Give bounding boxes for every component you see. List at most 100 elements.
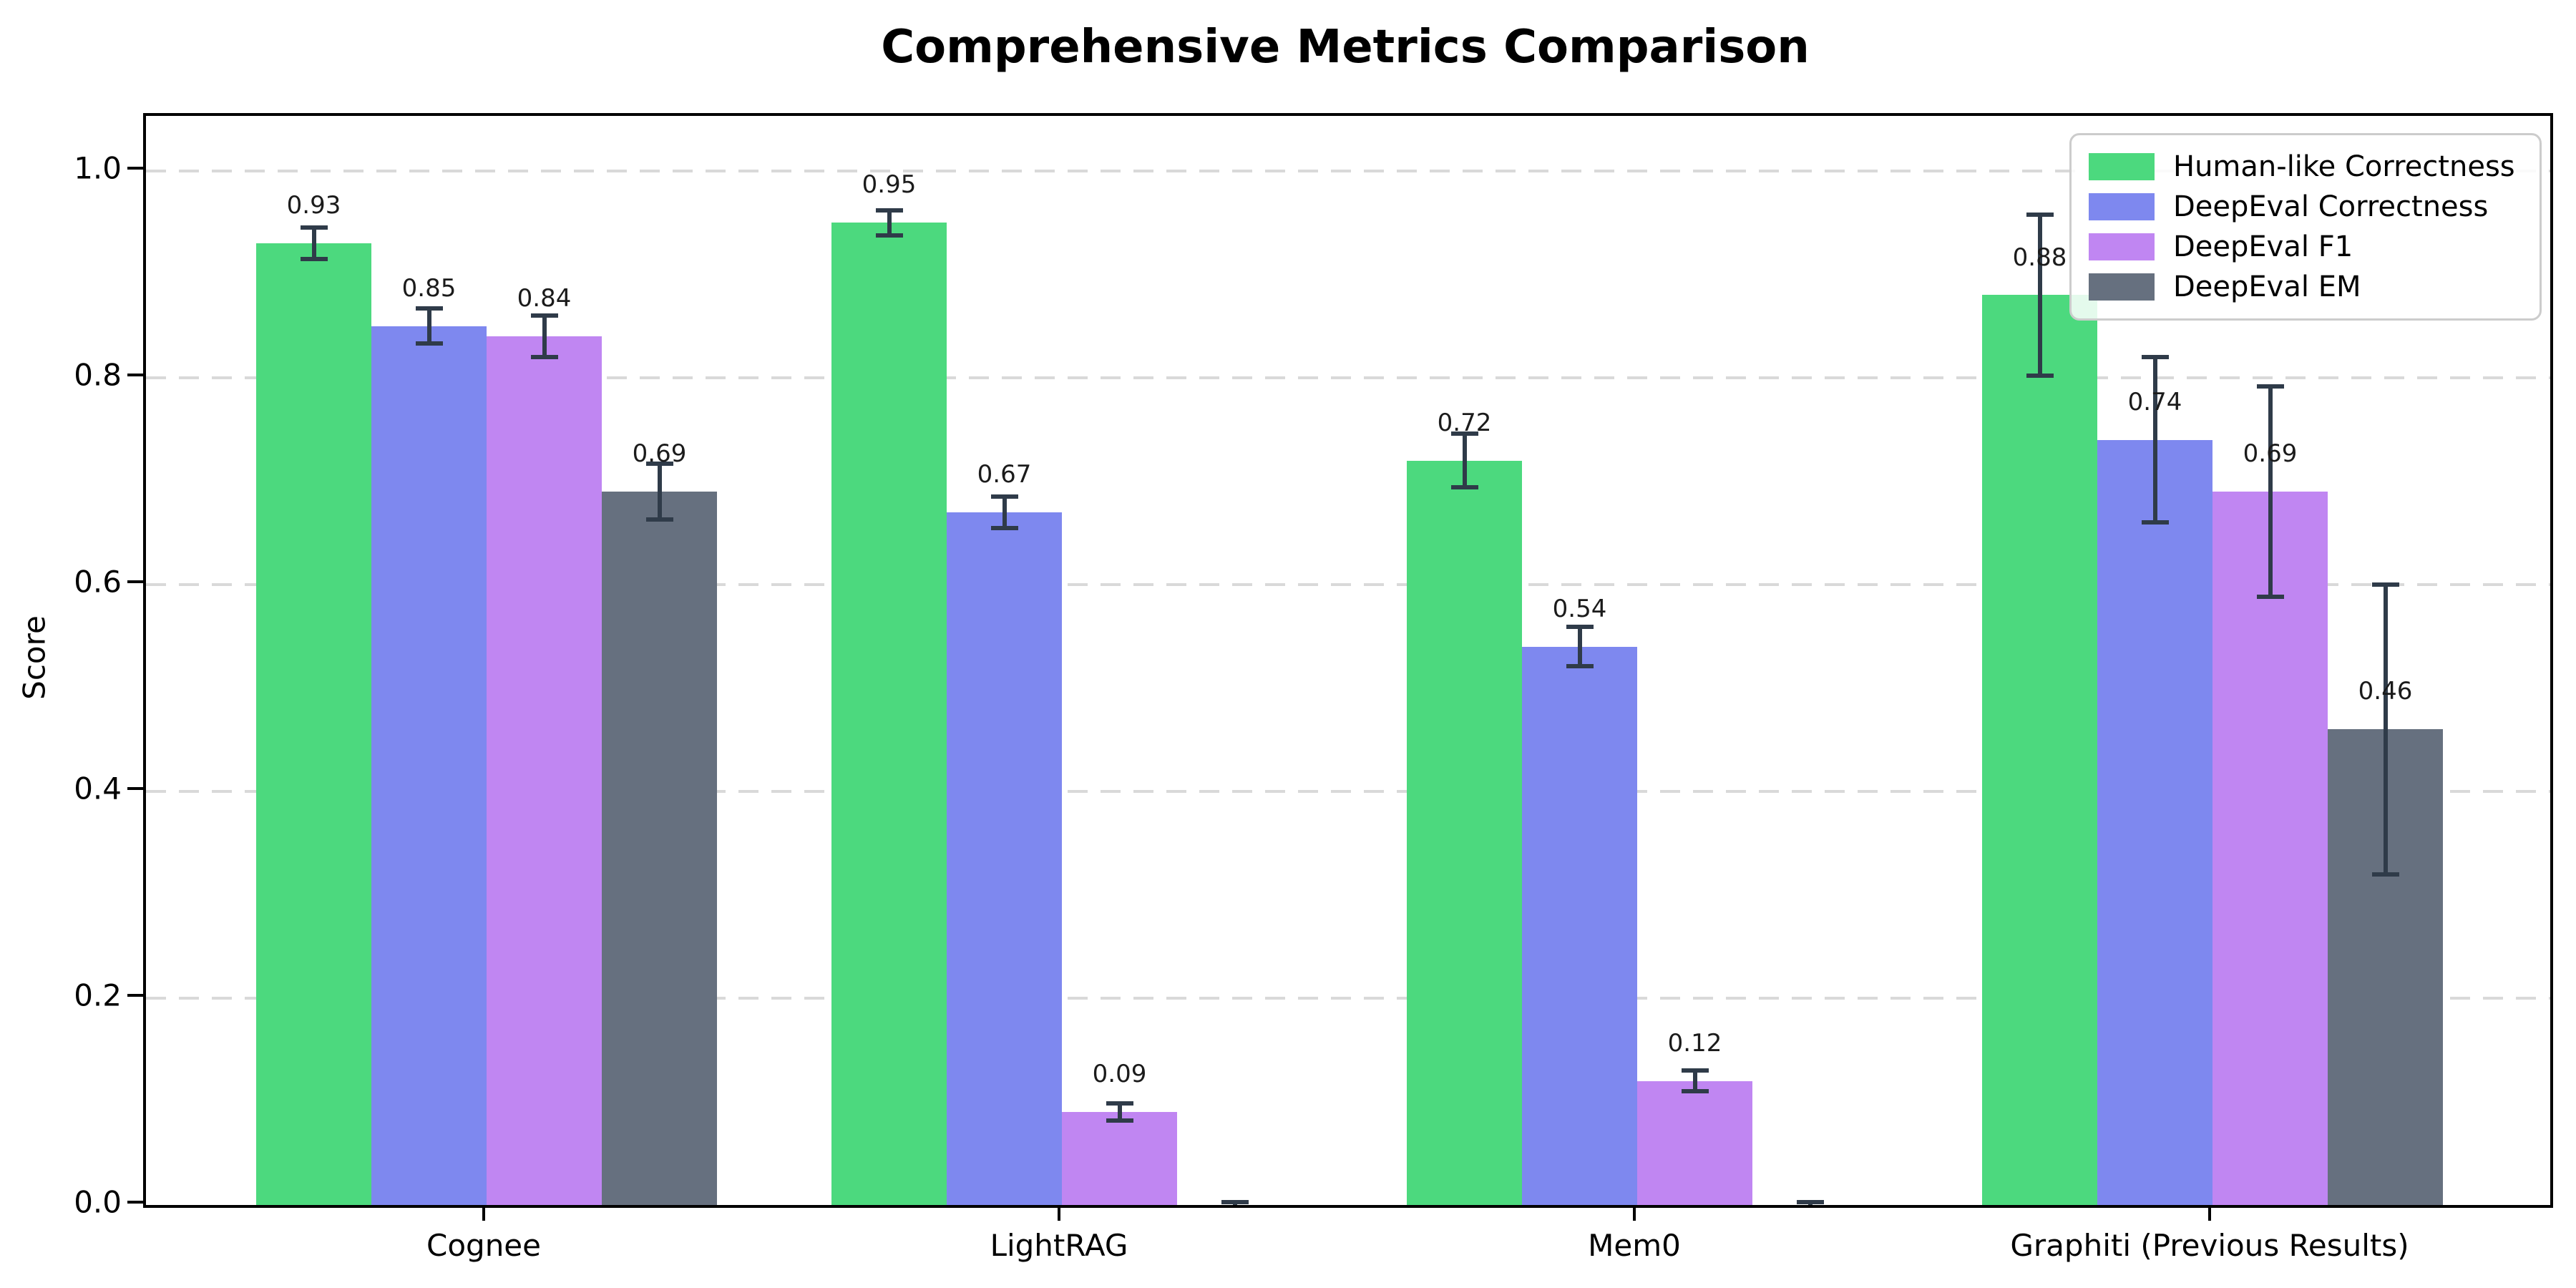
bar-value-label: 0.93 <box>286 191 341 220</box>
error-bar-cognee-deepeval-em <box>657 463 662 519</box>
error-bar-mem0-deepeval-f1 <box>1692 1070 1697 1092</box>
bar-value-label: 0.69 <box>632 439 687 469</box>
bar-cognee-deepeval-correctness <box>371 326 487 1205</box>
error-bar-cap <box>530 355 558 360</box>
legend-swatch-icon <box>2089 193 2155 220</box>
error-bar-graphiti-previous-results-deepeval-em <box>2383 585 2388 874</box>
bar-value-label: 0.88 <box>2012 243 2067 272</box>
error-bar-lightrag-deepeval-correctness <box>1002 497 1007 528</box>
x-tick-cognee <box>482 1205 485 1221</box>
bar-cognee-deepeval-f1 <box>487 336 602 1205</box>
x-tick-lightrag <box>1058 1205 1060 1221</box>
x-tick-label-cognee: Cognee <box>426 1228 541 1263</box>
error-bar-cognee-deepeval-f1 <box>542 316 547 358</box>
error-bar-cap <box>1796 1199 1824 1204</box>
bar-graphiti-previous-results-human-like-correctness <box>1982 295 2097 1205</box>
bar-graphiti-previous-results-deepeval-f1 <box>2212 491 2328 1205</box>
error-bar-cap <box>990 525 1018 530</box>
legend: Human-like Correctness DeepEval Correctne… <box>2069 133 2542 321</box>
bar-value-label: 0.09 <box>1092 1060 1147 1089</box>
error-bar-graphiti-previous-results-deepeval-f1 <box>2268 386 2273 597</box>
y-tick-0.8 <box>127 374 143 376</box>
bar-value-label: 0.46 <box>2358 677 2413 706</box>
bar-cognee-deepeval-em <box>602 491 717 1205</box>
y-axis-label: Score <box>16 615 52 700</box>
error-bar-cap <box>300 256 328 261</box>
y-tick-0.2 <box>127 994 143 997</box>
error-bar-mem0-human-like-correctness <box>1462 434 1467 488</box>
bar-mem0-deepeval-correctness <box>1522 646 1637 1205</box>
legend-swatch-icon <box>2089 153 2155 180</box>
error-bar-cap <box>1221 1199 1249 1204</box>
gridline-1.0 <box>146 170 2550 172</box>
error-bar-cap <box>1681 1068 1709 1073</box>
legend-item-deepeval-f1: DeepEval F1 <box>2089 227 2522 267</box>
bar-lightrag-human-like-correctness <box>831 223 947 1205</box>
legend-swatch-icon <box>2089 233 2155 260</box>
bar-graphiti-previous-results-deepeval-correctness <box>2097 439 2212 1205</box>
error-bar-lightrag-human-like-correctness <box>887 210 892 235</box>
y-tick-label: 0.6 <box>74 564 122 600</box>
y-tick-label: 0.0 <box>74 1184 122 1220</box>
legend-item-deepeval-correctness: DeepEval Correctness <box>2089 187 2522 227</box>
legend-item-human-like-correctness: Human-like Correctness <box>2089 147 2522 187</box>
error-bar-cap <box>875 208 903 213</box>
bar-value-label: 0.84 <box>517 284 572 313</box>
error-bar-cap <box>2256 595 2284 600</box>
bar-value-label: 0.85 <box>401 273 457 303</box>
legend-label: Human-like Correctness <box>2173 150 2515 183</box>
legend-label: DeepEval EM <box>2173 270 2361 303</box>
gridline-0.2 <box>146 997 2550 1000</box>
bar-mem0-human-like-correctness <box>1407 460 1522 1205</box>
bar-value-label: 0.69 <box>2243 439 2298 469</box>
x-tick-mem0 <box>1633 1205 1636 1221</box>
legend-swatch-icon <box>2089 273 2155 301</box>
bar-lightrag-deepeval-f1 <box>1062 1111 1177 1205</box>
error-bar-cap <box>1221 1206 1249 1208</box>
error-bar-cap <box>1681 1089 1709 1094</box>
error-bar-cap <box>1106 1118 1133 1123</box>
error-bar-graphiti-previous-results-deepeval-correctness <box>2152 357 2157 523</box>
error-bar-cognee-deepeval-correctness <box>426 308 431 344</box>
bar-value-label: 0.12 <box>1667 1028 1722 1058</box>
error-bar-cap <box>2026 374 2054 379</box>
bar-value-label: 0.74 <box>2127 387 2182 416</box>
error-bar-cap <box>875 233 903 238</box>
x-tick-label-lightrag: LightRAG <box>990 1228 1128 1263</box>
y-tick-0.6 <box>127 580 143 583</box>
bar-cognee-human-like-correctness <box>256 243 371 1205</box>
gridline-0.4 <box>146 790 2550 793</box>
y-tick-0.0 <box>127 1201 143 1204</box>
x-tick-graphiti-previous-results <box>2208 1205 2211 1221</box>
error-bar-cap <box>2256 384 2284 389</box>
bar-value-label: 0.95 <box>862 170 917 200</box>
legend-label: DeepEval F1 <box>2173 230 2353 263</box>
legend-label: DeepEval Correctness <box>2173 190 2489 223</box>
bar-value-label: 0.54 <box>1552 594 1607 623</box>
error-bar-cap <box>300 225 328 230</box>
bar-mem0-deepeval-f1 <box>1637 1080 1752 1205</box>
error-bar-cap <box>1106 1101 1133 1106</box>
error-bar-cap <box>1566 664 1594 669</box>
error-bar-cap <box>1450 485 1478 490</box>
error-bar-cap <box>415 306 443 311</box>
x-tick-label-mem0: Mem0 <box>1588 1228 1681 1263</box>
error-bar-graphiti-previous-results-human-like-correctness <box>2037 214 2042 376</box>
bar-value-label: 0.72 <box>1437 408 1492 437</box>
y-tick-label: 0.4 <box>74 771 122 806</box>
error-bar-cap <box>2026 212 2054 217</box>
chart-title: Comprehensive Metrics Comparison <box>881 21 1810 74</box>
error-bar-cap <box>645 517 673 522</box>
legend-item-deepeval-em: DeepEval EM <box>2089 267 2522 307</box>
y-tick-1.0 <box>127 167 143 170</box>
error-bar-cap <box>2371 582 2399 587</box>
error-bar-mem0-deepeval-correctness <box>1577 627 1582 667</box>
error-bar-lightrag-deepeval-f1 <box>1117 1103 1122 1121</box>
error-bar-cap <box>2141 520 2169 525</box>
error-bar-cap <box>415 341 443 346</box>
x-tick-label-graphiti-previous-results: Graphiti (Previous Results) <box>2010 1228 2409 1263</box>
y-tick-0.4 <box>127 787 143 790</box>
error-bar-cap <box>990 494 1018 499</box>
y-tick-label: 0.2 <box>74 977 122 1013</box>
